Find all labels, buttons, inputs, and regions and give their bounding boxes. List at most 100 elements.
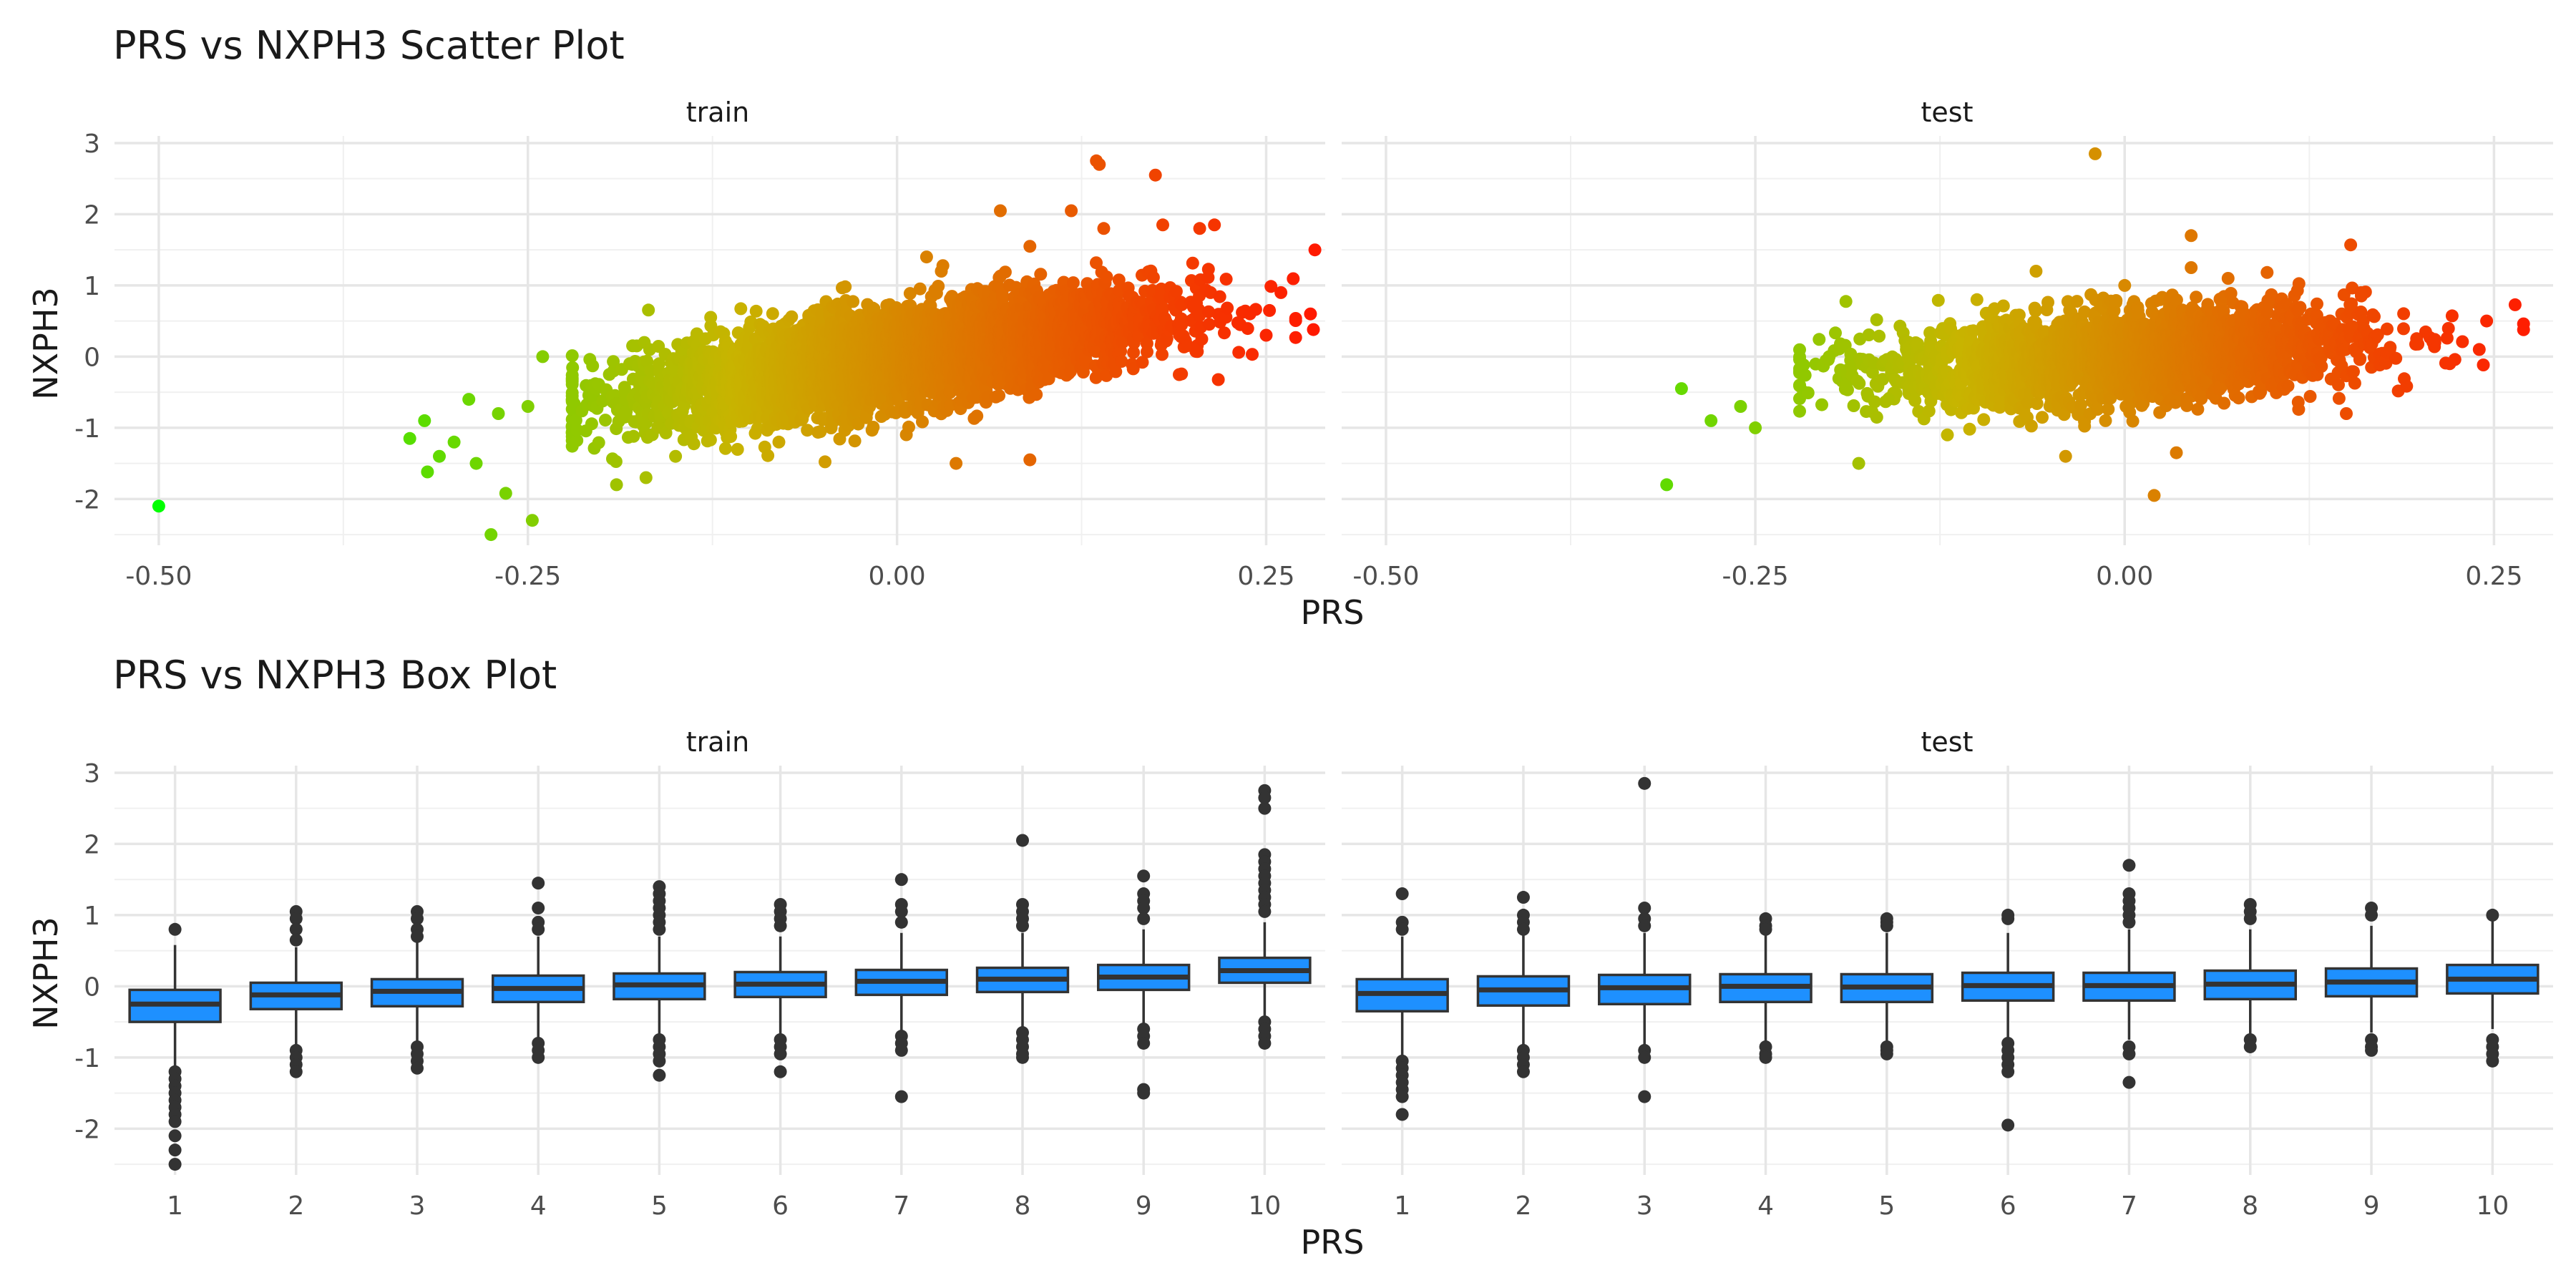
scatter-train-point	[566, 361, 580, 374]
scatter-train-point	[484, 528, 498, 542]
scatter-train-point	[499, 487, 512, 500]
scatter-train-point	[1148, 168, 1162, 182]
scatter-test-point	[1839, 295, 1853, 308]
scatter-train-point	[1065, 204, 1078, 218]
scatter-train-point	[935, 265, 948, 278]
scatter-train-point	[492, 407, 505, 420]
scatter-train-point	[592, 436, 605, 449]
scatter-train-point	[585, 417, 598, 431]
scatter-train-point	[1141, 345, 1153, 358]
scatter-train-y-tick-label: 2	[84, 200, 100, 230]
scatter-test-point	[1813, 333, 1826, 346]
scatter-train-point	[642, 303, 655, 317]
scatter-train-point	[403, 431, 416, 445]
scatter-train-point	[569, 414, 582, 427]
scatter-train-point	[1066, 276, 1080, 290]
scatter-train-point	[751, 421, 764, 435]
scatter-train-point	[950, 457, 963, 470]
scatter-train-point	[1221, 301, 1234, 315]
scatter-test-point	[1996, 299, 2010, 313]
scatter-train-point	[847, 295, 860, 308]
scatter-train-point	[1211, 373, 1225, 386]
scatter-train-point	[421, 465, 434, 479]
scatter-train-point	[1213, 290, 1226, 303]
scatter-train-point	[610, 478, 623, 492]
scatter-train-point	[749, 304, 763, 318]
scatter-test-point	[1793, 343, 1806, 356]
scatter-train-point	[1259, 328, 1273, 342]
scatter-strip-test: test	[1921, 97, 1974, 128]
scatter-train-point	[469, 457, 483, 470]
scatter-train-point	[1191, 345, 1204, 358]
scatter-test-point	[1931, 293, 1945, 307]
scatter-train-point	[462, 393, 476, 406]
scatter-train-point	[627, 429, 640, 443]
scatter-train-point	[447, 435, 461, 449]
scatter-train-point	[1307, 323, 1320, 336]
scatter-train-point	[609, 455, 623, 468]
scatter-train-point	[570, 434, 584, 447]
scatter-train-x-tick-label: -0.25	[494, 562, 561, 591]
scatter-train-point	[1249, 303, 1262, 316]
scatter-test-x-tick-label: 0.00	[2096, 562, 2153, 591]
scatter-train-point	[586, 359, 600, 373]
scatter-train-point	[848, 434, 862, 448]
scatter-train-point	[565, 349, 579, 363]
scatter-train-point	[1156, 218, 1169, 232]
scatter-train-y-tick-label: -2	[74, 485, 100, 514]
scatter-train-point	[1023, 453, 1037, 467]
scatter-test-point	[1870, 411, 1883, 424]
scatter-train-point	[687, 437, 701, 451]
scatter-test-point	[1963, 422, 1976, 436]
scatter-train-point	[1289, 331, 1302, 344]
scatter-train-point	[1208, 218, 1221, 232]
scatter-train-point	[801, 424, 814, 437]
scatter-train-point	[718, 441, 732, 455]
scatter-train-point	[1097, 222, 1111, 235]
scatter-train-point	[1289, 312, 1302, 325]
scatter-train-point	[536, 350, 550, 364]
scatter-train-point	[152, 499, 165, 513]
scatter-train-point	[994, 204, 1007, 218]
scatter-test-x-tick-label: -0.50	[1352, 562, 1419, 591]
scatter-train-point	[620, 404, 633, 418]
scatter-train-point	[1030, 388, 1043, 401]
scatter-train-point	[1093, 157, 1106, 171]
scatter-train-point	[731, 443, 744, 456]
scatter-train-point	[1241, 322, 1254, 336]
scatter-test-x-tick-label: 0.25	[2465, 562, 2522, 591]
scatter-train-point	[659, 426, 673, 439]
scatter-train-point	[1308, 243, 1322, 257]
scatter-train-point	[1218, 326, 1231, 340]
scatter-train-point	[703, 433, 717, 447]
scatter-test-point	[1847, 399, 1860, 412]
scatter-train-point	[433, 449, 446, 463]
scatter-test-point	[1873, 329, 1886, 343]
scatter-section: PRS vs NXPH3 Scatter Plot train test -2 -…	[26, 23, 2553, 632]
scatter-train-y-tick-label: 0	[84, 343, 100, 372]
scatter-train-y-tick-label: 1	[84, 272, 100, 301]
scatter-train-point	[1304, 307, 1317, 321]
scatter-test-point	[1793, 404, 1806, 418]
scatter-strip-train: train	[686, 97, 749, 128]
scatter-train-point	[669, 449, 683, 463]
scatter-train-point	[1246, 348, 1259, 361]
scatter-train-point	[867, 421, 880, 434]
scatter-train-point	[772, 435, 786, 449]
scatter-title: PRS vs NXPH3 Scatter Plot	[113, 23, 625, 68]
scatter-train-point	[1156, 348, 1169, 361]
scatter-train-x-tick-label: -0.50	[125, 562, 192, 591]
scatter-train-point	[418, 414, 431, 427]
scatter-train-point	[724, 430, 738, 444]
scatter-train-point	[1232, 346, 1246, 359]
scatter-train-point	[970, 409, 984, 423]
scatter-train-point	[761, 449, 775, 462]
scatter-test-point	[1870, 313, 1883, 326]
scatter-train-point	[839, 280, 852, 293]
scatter-train-point	[819, 455, 831, 469]
scatter-test-x-tick-label: -0.25	[1722, 562, 1789, 591]
scatter-train-point	[992, 389, 1006, 402]
scatter-train-point	[565, 378, 579, 391]
scatter-train-point	[913, 282, 927, 296]
